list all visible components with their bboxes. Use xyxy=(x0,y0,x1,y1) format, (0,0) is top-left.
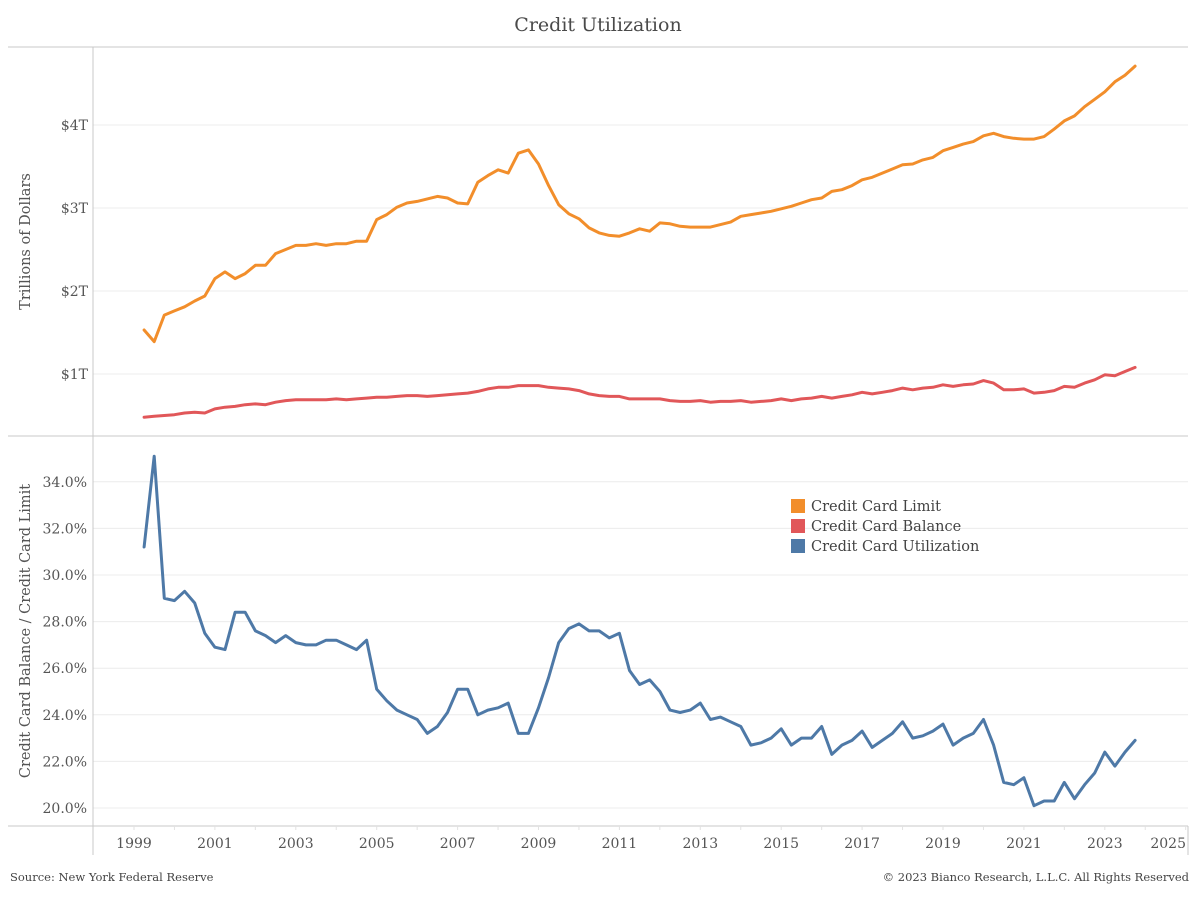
legend-label: Credit Card Limit xyxy=(811,499,941,515)
bottom-y-axis-title: Credit Card Balance / Credit Card Limit xyxy=(18,484,34,778)
top-y-axis-title: Trillions of Dollars xyxy=(18,173,34,310)
x-tick-label: 2003 xyxy=(278,836,314,852)
series-line-credit-card-balance xyxy=(142,365,1137,419)
bottom-y-axis-ticks: 20.0% 22.0% 24.0% 26.0% 28.0% 30.0% 32.0% 34.0% xyxy=(43,475,87,817)
x-tick-label: 2025 xyxy=(1150,836,1186,852)
x-tick-label: 2013 xyxy=(682,836,718,852)
top-series-lines xyxy=(142,64,1137,419)
top-y-tick-label: $2T xyxy=(61,284,89,300)
bottom-y-tick-label: 32.0% xyxy=(43,521,87,537)
copyright-note: © 2023 Bianco Research, L.L.C. All Right… xyxy=(882,870,1189,884)
x-tick-label: 2001 xyxy=(197,836,233,852)
bottom-y-tick-label: 30.0% xyxy=(43,568,87,584)
top-y-tick-label: $4T xyxy=(61,118,89,134)
chart-frame xyxy=(8,46,1189,855)
legend-swatch xyxy=(791,539,805,553)
legend-swatch xyxy=(791,519,805,533)
chart-title: Credit Utilization xyxy=(514,14,682,36)
x-tick-label: 2017 xyxy=(844,836,880,852)
bottom-panel: 20.0% 22.0% 24.0% 26.0% 28.0% 30.0% 32.0% 34.0%… xyxy=(18,454,1188,817)
x-tick-label: 2011 xyxy=(602,836,638,852)
top-y-tick-label: $1T xyxy=(61,367,89,383)
bottom-gridlines xyxy=(93,481,1188,809)
legend-item: Credit Card Balance xyxy=(791,519,961,535)
bottom-y-tick-label: 22.0% xyxy=(43,754,87,770)
series-line-credit-card-limit xyxy=(142,64,1137,344)
x-axis: 1999 2001 2003 2005 2007 2009 2011 2013 2015 2017… xyxy=(116,826,1187,852)
x-tick-label: 2009 xyxy=(521,836,557,852)
bottom-y-tick-label: 20.0% xyxy=(43,801,87,817)
series-line-credit-card-utilization xyxy=(142,454,1137,808)
legend-label: Credit Card Balance xyxy=(811,519,961,535)
legend-item: Credit Card Utilization xyxy=(791,539,979,555)
legend-item: Credit Card Limit xyxy=(791,499,941,515)
bottom-y-tick-label: 26.0% xyxy=(43,661,87,677)
x-tick-label: 2019 xyxy=(925,836,961,852)
x-tick-label: 1999 xyxy=(116,836,152,852)
legend: Credit Card Limit Credit Card Balance Cred… xyxy=(791,499,979,555)
legend-label: Credit Card Utilization xyxy=(811,539,979,555)
legend-swatch xyxy=(791,499,805,513)
x-tick-label: 2023 xyxy=(1087,836,1123,852)
bottom-y-tick-label: 28.0% xyxy=(43,615,87,631)
top-y-axis-ticks: $1T $2T $3T $4T xyxy=(61,118,89,383)
x-tick-label: 2005 xyxy=(359,836,395,852)
x-tick-label: 2021 xyxy=(1006,836,1042,852)
bottom-series-lines xyxy=(142,454,1137,808)
top-panel: $1T $2T $3T $4T Trillions of Dollars xyxy=(18,64,1188,419)
top-gridlines xyxy=(93,124,1188,375)
bottom-y-tick-label: 24.0% xyxy=(43,708,87,724)
x-tick-label: 2015 xyxy=(763,836,799,852)
source-note: Source: New York Federal Reserve xyxy=(10,870,214,884)
x-tick-label: 2007 xyxy=(440,836,476,852)
bottom-y-tick-label: 34.0% xyxy=(43,475,87,491)
top-y-tick-label: $3T xyxy=(61,201,89,217)
